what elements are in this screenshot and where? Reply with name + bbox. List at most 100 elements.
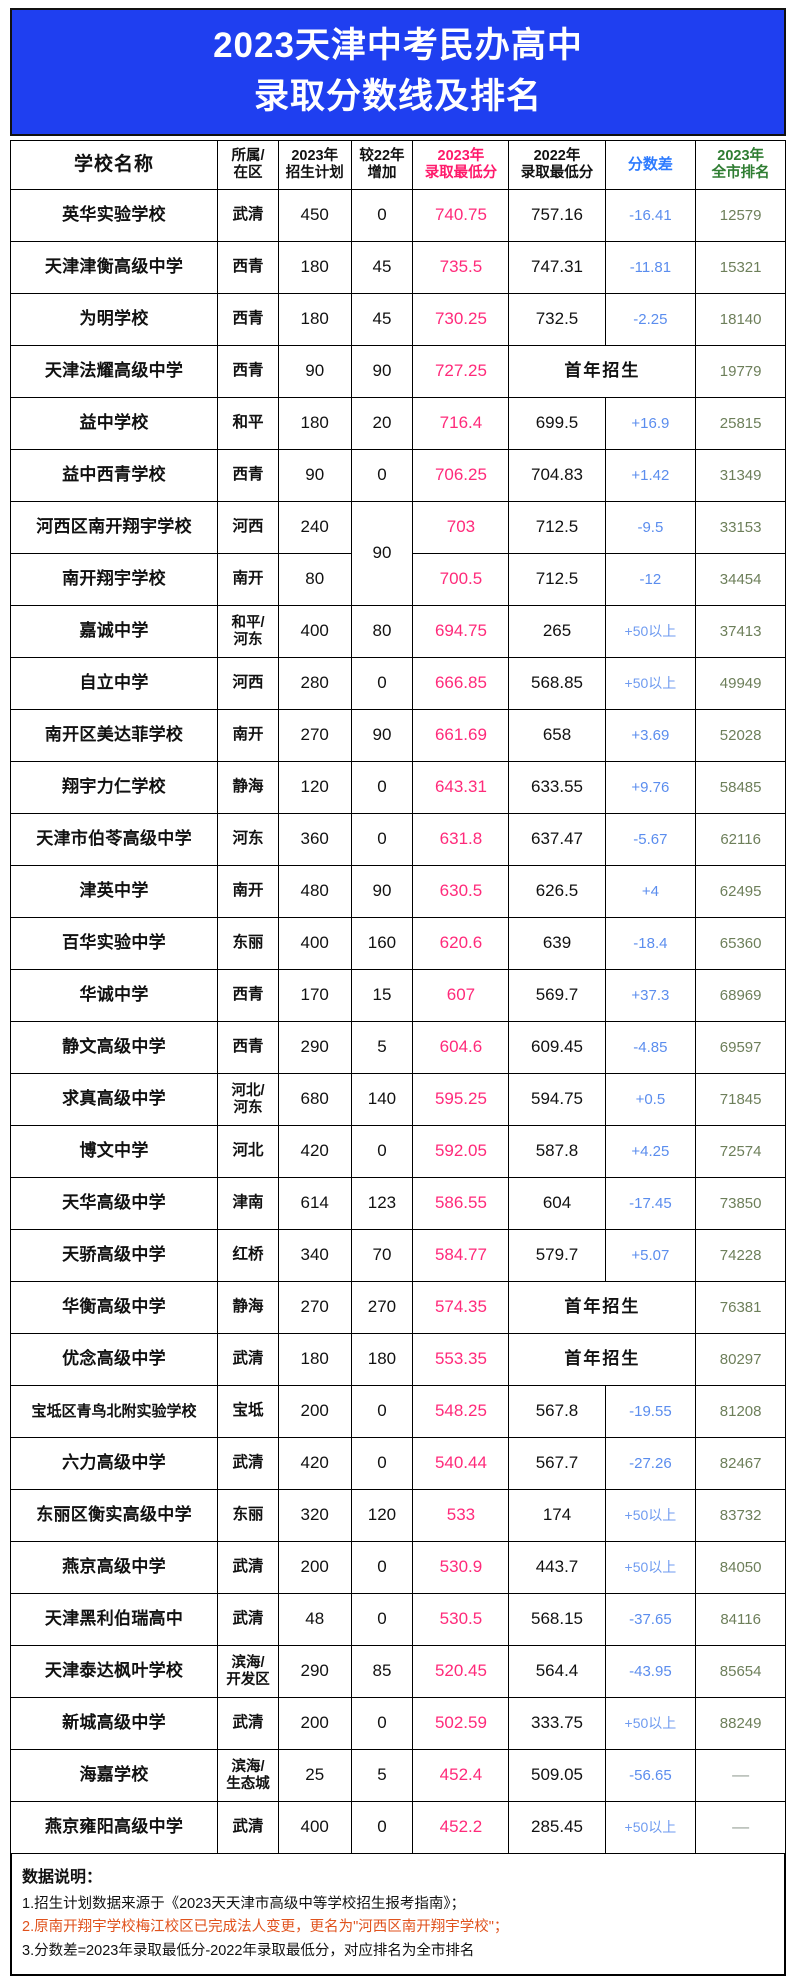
score-difference-value: -2.25: [633, 310, 668, 328]
plan-value: 120: [300, 777, 329, 797]
score-2023-value: 520.45: [434, 1661, 487, 1681]
city-rank-value: 88249: [719, 1714, 762, 1732]
cell-score-difference: +50以上: [604, 1541, 697, 1594]
cell-score-2022: 704.83: [508, 449, 606, 502]
cell-score-2022: 633.55: [508, 761, 606, 814]
title-banner: 2023天津中考民办高中 录取分数线及排名: [10, 8, 786, 136]
school-name-text: 燕京高级中学: [62, 1557, 166, 1577]
cell-enrollment-plan: 680: [277, 1073, 352, 1126]
district-text: 武清: [232, 1610, 264, 1628]
score-difference-value: -43.95: [629, 1662, 672, 1680]
score-2023-value: 727.25: [434, 361, 487, 381]
cell-increase: 85: [350, 1645, 414, 1698]
plan-value: 400: [300, 621, 329, 641]
notes-title: 数据说明：: [22, 1869, 103, 1886]
district-text: 西青: [232, 466, 264, 484]
plan-value: 90: [305, 361, 325, 381]
cell-school-name: 求真高级中学: [9, 1073, 219, 1126]
city-rank-value: 34454: [719, 570, 762, 588]
cell-enrollment-plan: 280: [277, 657, 352, 710]
school-name-text: 翔宇力仁学校: [62, 777, 166, 797]
score-2023-value: 630.5: [439, 881, 483, 901]
cell-district: 武清: [217, 1437, 279, 1490]
cell-score-2022: 609.45: [508, 1021, 606, 1074]
city-rank-value: 85654: [719, 1662, 762, 1680]
cell-district: 宝坻: [217, 1385, 279, 1438]
city-rank-value: 80297: [719, 1350, 762, 1368]
cell-district: 河东: [217, 813, 279, 866]
district-text: 武清: [232, 1714, 264, 1732]
score-2023-value: 584.77: [434, 1245, 487, 1265]
city-rank-value: 18140: [719, 310, 762, 328]
city-rank-value: —: [732, 1765, 750, 1785]
plan-value: 270: [300, 1297, 329, 1317]
score-difference-value: +50以上: [624, 1506, 677, 1523]
score-2023-value: 548.25: [434, 1401, 487, 1421]
district-text: 宝坻: [232, 1402, 264, 1420]
increase-value: 0: [377, 829, 387, 849]
first-year-label: 首年招生: [564, 1349, 641, 1369]
cell-school-name: 海嘉学校: [9, 1749, 219, 1802]
cell-score-difference: -27.26: [604, 1437, 697, 1490]
score-2023-value: 740.75: [434, 205, 487, 225]
cell-score-2022: 285.45: [508, 1801, 606, 1854]
plan-value: 450: [300, 205, 329, 225]
city-rank-value: 25815: [719, 414, 762, 432]
table-row: 博文中学 河北 420 0 592.05 587.8 +4.25 72574: [9, 1125, 786, 1178]
cell-city-rank: 83732: [695, 1489, 786, 1542]
cell-enrollment-plan: 450: [277, 189, 352, 242]
plan-value: 180: [300, 257, 329, 277]
cell-score-2023: 584.77: [412, 1229, 510, 1282]
cell-district: 武清: [217, 1541, 279, 1594]
header-score-difference: 分数差: [604, 140, 697, 190]
school-name-text: 求真高级中学: [62, 1089, 166, 1109]
score-difference-value: -16.41: [629, 206, 672, 224]
cell-score-2022: 732.5: [508, 293, 606, 346]
cell-school-name: 天津市伯苓高级中学: [9, 813, 219, 866]
table-row: 天津市伯苓高级中学 河东 360 0 631.8 637.47 -5.67 62116: [9, 813, 786, 866]
plan-value: 200: [300, 1713, 329, 1733]
score-difference-value: -11.81: [629, 258, 672, 276]
table-row: 益中学校 和平 180 20 716.4 699.5 +16.9 25815: [9, 397, 786, 450]
district-text: 河西: [232, 518, 264, 536]
increase-value: 15: [372, 985, 392, 1005]
cell-score-difference: -12: [604, 553, 697, 606]
cell-district: 河北/河东: [217, 1073, 279, 1126]
cell-school-name: 南开区美达菲学校: [9, 709, 219, 762]
cell-score-difference: -2.25: [604, 293, 697, 346]
cell-score-2022: 747.31: [508, 241, 606, 294]
school-name-text: 天津津衡高级中学: [44, 257, 184, 277]
score-2022-value: 579.7: [535, 1245, 579, 1265]
score-2023-value: 607: [446, 985, 476, 1005]
cell-city-rank: 31349: [695, 449, 786, 502]
city-rank-value: 49949: [719, 674, 762, 692]
score-2023-value: 661.69: [434, 725, 487, 745]
cell-score-2023: 502.59: [412, 1697, 510, 1750]
cell-score-difference: +37.3: [604, 969, 697, 1022]
plan-value: 400: [300, 1817, 329, 1837]
cell-district: 西青: [217, 345, 279, 398]
cell-district: 河北: [217, 1125, 279, 1178]
header-enrollment-plan: 2023年 招生计划: [277, 140, 352, 190]
cell-city-rank: 81208: [695, 1385, 786, 1438]
score-difference-value: +4: [641, 882, 659, 900]
cell-enrollment-plan: 400: [277, 605, 352, 658]
cell-enrollment-plan: 290: [277, 1645, 352, 1698]
increase-value: 0: [377, 205, 387, 225]
district-text: 西青: [232, 310, 264, 328]
city-rank-value: 84116: [720, 1610, 761, 1628]
header-score-2023: 2023年 录取最低分: [412, 140, 510, 190]
cell-school-name: 东丽区衡实高级中学: [9, 1489, 219, 1542]
score-2022-value: 637.47: [531, 829, 583, 849]
increase-value: 45: [372, 257, 392, 277]
table-row: 河西区南开翔宇学校 河西 240 90 703 712.5 -9.5 33153: [9, 501, 786, 606]
school-name-text: 自立中学: [79, 673, 149, 693]
city-rank-value: 33153: [719, 518, 762, 536]
district-text: 红桥: [232, 1246, 264, 1264]
school-name-text: 博文中学: [79, 1141, 149, 1161]
school-name-text: 华衡高级中学: [62, 1297, 166, 1317]
increase-value: 0: [377, 1401, 387, 1421]
cell-score-2023: 452.4: [412, 1749, 510, 1802]
cell-city-rank: 33153: [695, 501, 786, 554]
district-text: 静海: [232, 778, 264, 796]
